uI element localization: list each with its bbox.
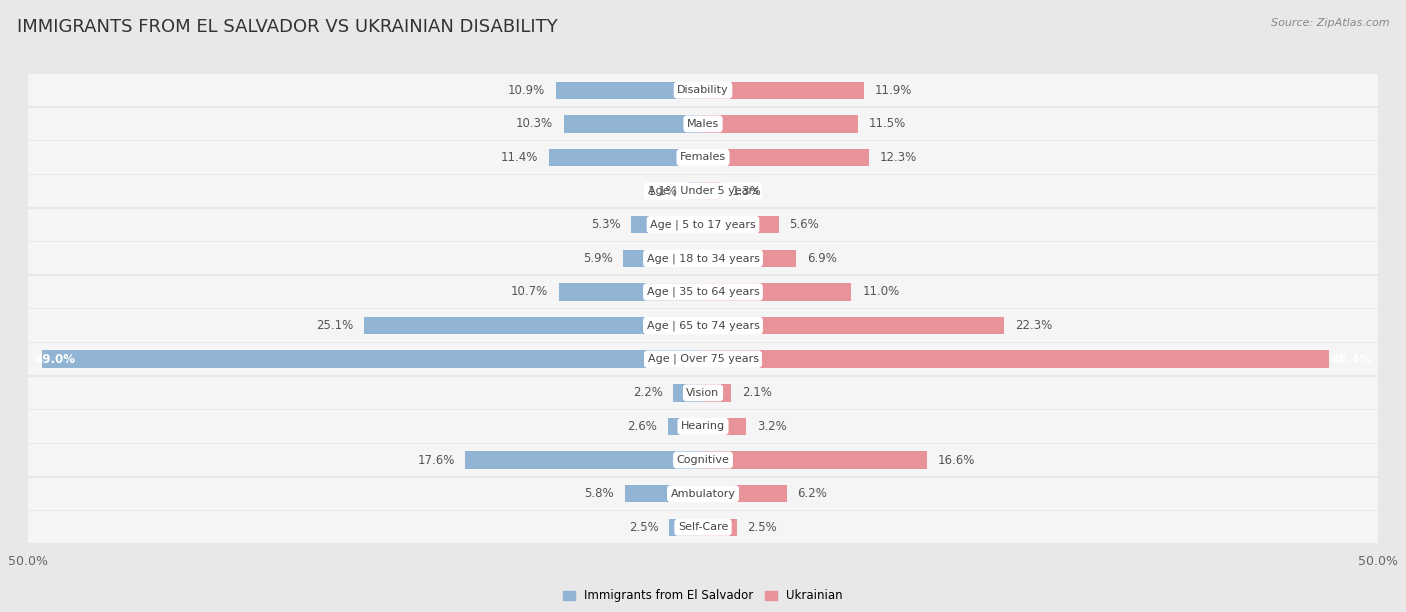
Bar [28, 276, 1378, 308]
Bar [28, 141, 1378, 174]
Text: 6.2%: 6.2% [797, 487, 827, 500]
Bar [703, 317, 1004, 334]
Text: 1.1%: 1.1% [648, 185, 678, 198]
Bar [673, 384, 703, 401]
Text: Self-Care: Self-Care [678, 522, 728, 532]
Text: 17.6%: 17.6% [418, 453, 454, 466]
Bar [703, 149, 869, 166]
Text: IMMIGRANTS FROM EL SALVADOR VS UKRAINIAN DISABILITY: IMMIGRANTS FROM EL SALVADOR VS UKRAINIAN… [17, 18, 558, 36]
Bar [28, 209, 1378, 241]
Bar [28, 74, 1378, 106]
Text: 10.3%: 10.3% [516, 118, 553, 130]
Text: 5.3%: 5.3% [591, 218, 620, 231]
Bar [623, 250, 703, 267]
Text: Cognitive: Cognitive [676, 455, 730, 465]
Text: Males: Males [688, 119, 718, 129]
Text: 46.4%: 46.4% [1330, 353, 1371, 366]
Bar [703, 518, 737, 536]
Bar [703, 115, 858, 133]
Bar [364, 317, 703, 334]
Bar [550, 149, 703, 166]
Text: 11.5%: 11.5% [869, 118, 907, 130]
Bar [703, 216, 779, 233]
Bar [703, 384, 731, 401]
Bar [28, 410, 1378, 442]
Bar [703, 250, 796, 267]
Text: 49.0%: 49.0% [35, 353, 76, 366]
Text: Ambulatory: Ambulatory [671, 488, 735, 499]
Bar [28, 477, 1378, 510]
Bar [28, 511, 1378, 543]
Bar [28, 444, 1378, 476]
Text: 10.9%: 10.9% [508, 84, 546, 97]
Text: Disability: Disability [678, 85, 728, 95]
Text: Hearing: Hearing [681, 422, 725, 431]
Text: Age | 35 to 64 years: Age | 35 to 64 years [647, 286, 759, 297]
Text: 25.1%: 25.1% [316, 319, 353, 332]
Text: Source: ZipAtlas.com: Source: ZipAtlas.com [1271, 18, 1389, 28]
Text: Age | 5 to 17 years: Age | 5 to 17 years [650, 220, 756, 230]
Text: Age | 18 to 34 years: Age | 18 to 34 years [647, 253, 759, 264]
Bar [668, 417, 703, 435]
Bar [703, 417, 747, 435]
Bar [465, 451, 703, 469]
Text: Age | Over 75 years: Age | Over 75 years [648, 354, 758, 364]
Text: 3.2%: 3.2% [756, 420, 787, 433]
Bar [631, 216, 703, 233]
Bar [28, 376, 1378, 409]
Text: 11.9%: 11.9% [875, 84, 912, 97]
Bar [42, 351, 703, 368]
Bar [703, 485, 787, 502]
Text: Vision: Vision [686, 388, 720, 398]
Bar [28, 310, 1378, 341]
Text: 2.5%: 2.5% [628, 521, 658, 534]
Text: 2.6%: 2.6% [627, 420, 657, 433]
Text: 12.3%: 12.3% [880, 151, 917, 164]
Text: 10.7%: 10.7% [510, 285, 548, 299]
Bar [624, 485, 703, 502]
Text: 11.0%: 11.0% [862, 285, 900, 299]
Bar [28, 343, 1378, 375]
Bar [703, 182, 720, 200]
Text: 16.6%: 16.6% [938, 453, 976, 466]
Text: Age | 65 to 74 years: Age | 65 to 74 years [647, 320, 759, 331]
Text: 2.2%: 2.2% [633, 386, 662, 399]
Bar [703, 283, 852, 300]
Text: 1.3%: 1.3% [731, 185, 761, 198]
Bar [688, 182, 703, 200]
Text: Age | Under 5 years: Age | Under 5 years [648, 186, 758, 196]
Bar [28, 242, 1378, 274]
Text: 6.9%: 6.9% [807, 252, 837, 265]
Text: 2.5%: 2.5% [748, 521, 778, 534]
Bar [564, 115, 703, 133]
Bar [703, 351, 1329, 368]
Bar [703, 451, 927, 469]
Text: 5.8%: 5.8% [585, 487, 614, 500]
Bar [703, 81, 863, 99]
Bar [669, 518, 703, 536]
Text: 5.6%: 5.6% [789, 218, 820, 231]
Bar [555, 81, 703, 99]
Legend: Immigrants from El Salvador, Ukrainian: Immigrants from El Salvador, Ukrainian [558, 584, 848, 607]
Bar [28, 175, 1378, 207]
Bar [558, 283, 703, 300]
Text: 22.3%: 22.3% [1015, 319, 1052, 332]
Text: Females: Females [681, 152, 725, 162]
Text: 11.4%: 11.4% [501, 151, 538, 164]
Text: 2.1%: 2.1% [742, 386, 772, 399]
Text: 5.9%: 5.9% [583, 252, 613, 265]
Bar [28, 108, 1378, 140]
